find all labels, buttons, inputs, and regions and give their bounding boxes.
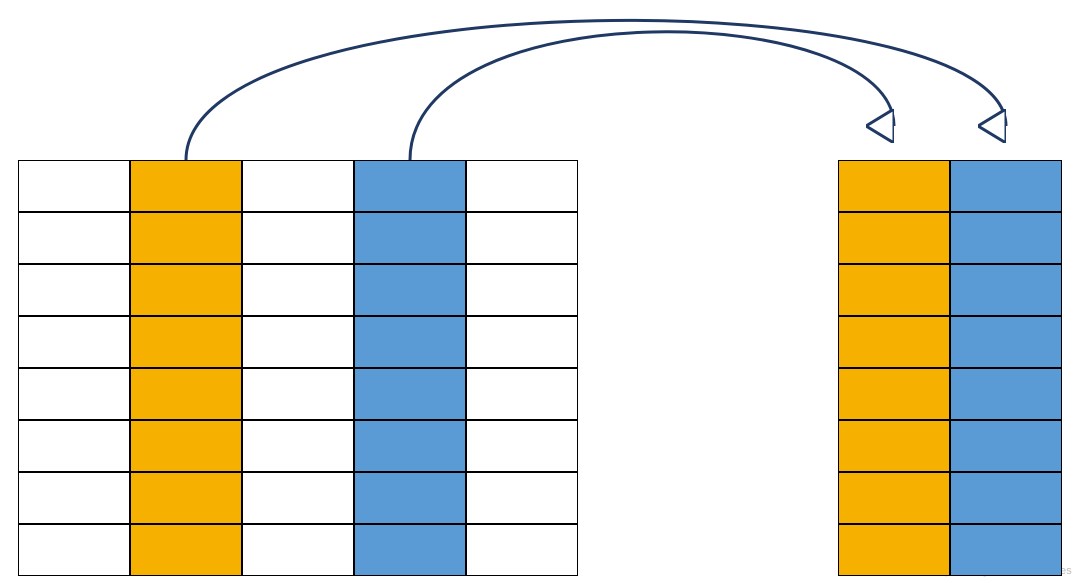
table-cell — [950, 368, 1062, 420]
table-cell — [354, 316, 466, 368]
table-cell — [950, 472, 1062, 524]
table-cell — [838, 472, 950, 524]
table-cell — [130, 212, 242, 264]
table-cell — [242, 316, 354, 368]
table-cell — [18, 420, 130, 472]
table-row — [838, 420, 1062, 472]
table-cell — [130, 160, 242, 212]
table-cell — [950, 524, 1062, 576]
table-cell — [838, 160, 950, 212]
table-cell — [242, 472, 354, 524]
table-cell — [18, 160, 130, 212]
table-cell — [130, 420, 242, 472]
table-cell — [130, 472, 242, 524]
table-row — [18, 160, 578, 212]
table-cell — [18, 472, 130, 524]
table-row — [838, 368, 1062, 420]
table-row — [838, 212, 1062, 264]
table-row — [838, 160, 1062, 212]
table-cell — [950, 264, 1062, 316]
table-cell — [950, 160, 1062, 212]
source-table — [18, 160, 578, 576]
table-cell — [354, 160, 466, 212]
table-row — [18, 264, 578, 316]
mapping-arrow — [186, 20, 1006, 160]
table-cell — [354, 420, 466, 472]
table-cell — [838, 212, 950, 264]
table-row — [18, 420, 578, 472]
table-cell — [354, 472, 466, 524]
table-cell — [354, 212, 466, 264]
table-cell — [242, 420, 354, 472]
target-table — [838, 160, 1062, 576]
table-cell — [242, 368, 354, 420]
table-cell — [242, 264, 354, 316]
table-cell — [130, 264, 242, 316]
table-cell — [950, 420, 1062, 472]
table-cell — [130, 316, 242, 368]
table-cell — [466, 472, 578, 524]
table-row — [838, 472, 1062, 524]
table-cell — [838, 368, 950, 420]
table-cell — [466, 524, 578, 576]
table-cell — [242, 212, 354, 264]
table-cell — [838, 264, 950, 316]
table-row — [838, 316, 1062, 368]
table-cell — [466, 420, 578, 472]
table-cell — [466, 264, 578, 316]
table-cell — [18, 212, 130, 264]
table-row — [18, 316, 578, 368]
table-row — [18, 368, 578, 420]
table-cell — [242, 524, 354, 576]
table-cell — [354, 264, 466, 316]
table-cell — [354, 524, 466, 576]
table-cell — [354, 368, 466, 420]
table-row — [838, 264, 1062, 316]
mapping-arrow — [410, 32, 894, 160]
table-cell — [466, 212, 578, 264]
table-cell — [130, 368, 242, 420]
table-row — [18, 472, 578, 524]
table-cell — [18, 368, 130, 420]
table-cell — [838, 316, 950, 368]
table-cell — [466, 316, 578, 368]
table-row — [18, 212, 578, 264]
table-cell — [466, 368, 578, 420]
table-row — [838, 524, 1062, 576]
table-cell — [466, 160, 578, 212]
table-cell — [838, 420, 950, 472]
table-cell — [18, 316, 130, 368]
table-row — [18, 524, 578, 576]
table-cell — [838, 524, 950, 576]
table-cell — [950, 212, 1062, 264]
table-cell — [18, 264, 130, 316]
table-cell — [242, 160, 354, 212]
table-cell — [950, 316, 1062, 368]
table-cell — [18, 524, 130, 576]
table-cell — [130, 524, 242, 576]
